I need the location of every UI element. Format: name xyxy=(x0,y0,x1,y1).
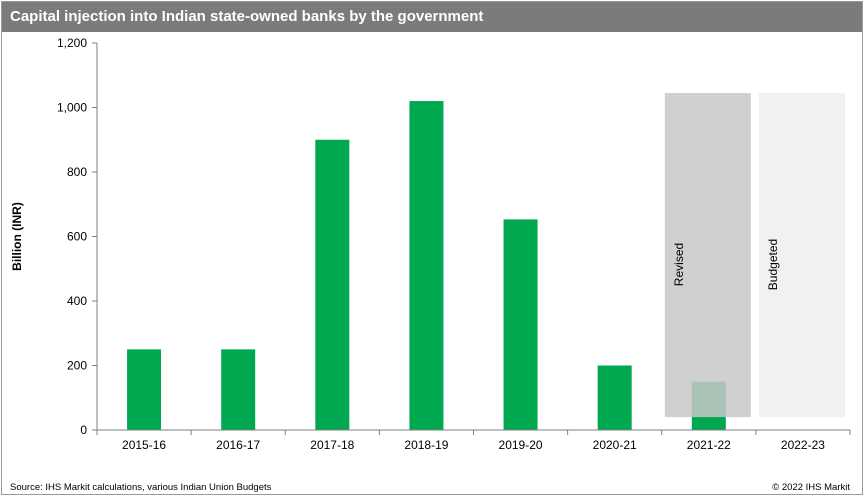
y-tick-label: 400 xyxy=(67,294,87,308)
x-tick-label: 2020-21 xyxy=(593,438,637,452)
x-tick-label: 2022-23 xyxy=(781,438,825,452)
y-axis-title: Billion (INR) xyxy=(10,202,24,271)
band-budgeted xyxy=(758,92,845,418)
x-tick-label: 2017-18 xyxy=(310,438,354,452)
x-tick-label: 2019-20 xyxy=(499,438,543,452)
y-tick-label: 1,200 xyxy=(57,36,87,50)
bar-2015-16 xyxy=(127,349,162,430)
y-tick-label: 800 xyxy=(67,165,87,179)
y-tick-label: 1,000 xyxy=(57,101,87,115)
x-tick-label: 2018-19 xyxy=(404,438,448,452)
chart-title: Capital injection into Indian state-owne… xyxy=(2,2,862,32)
y-tick-label: 0 xyxy=(80,423,87,437)
band-label-budgeted: Budgeted xyxy=(766,239,780,290)
bar-2019-20 xyxy=(503,219,538,430)
source-note: Source: IHS Markit calculations, various… xyxy=(10,482,272,493)
bar-2017-18 xyxy=(315,139,350,430)
band-label-revised: Revised xyxy=(672,243,686,286)
y-tick-label: 200 xyxy=(67,359,87,373)
bar-2018-19 xyxy=(409,101,444,431)
copyright-note: © 2022 IHS Markit xyxy=(772,482,850,493)
x-tick-label: 2016-17 xyxy=(216,438,260,452)
band-revised xyxy=(664,92,751,418)
y-tick-label: 600 xyxy=(67,230,87,244)
x-tick-label: 2015-16 xyxy=(122,438,166,452)
bar-2016-17 xyxy=(221,349,256,430)
bar-2020-21 xyxy=(597,365,632,430)
x-tick-label: 2021-22 xyxy=(687,438,731,452)
